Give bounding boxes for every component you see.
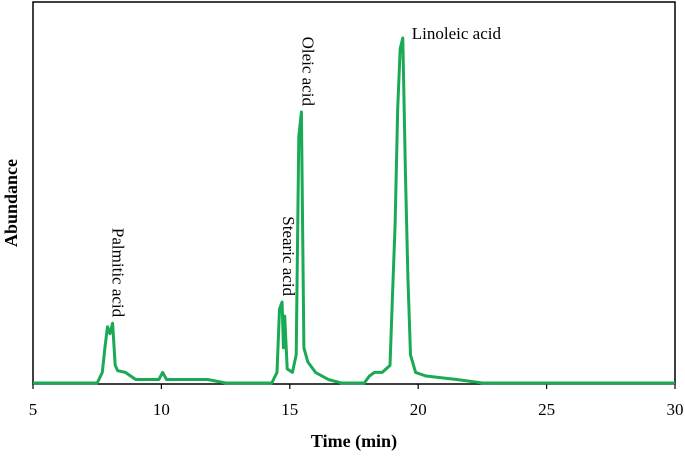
- x-axis: 5 10 15 20 25 30: [29, 384, 684, 419]
- peak-label: Oleic acid: [298, 37, 317, 107]
- y-axis-title: Abundance: [1, 159, 21, 247]
- peak-label: Palmitic acid: [108, 228, 127, 318]
- peak-label: Stearic acid: [279, 216, 298, 296]
- x-tick-label: 20: [410, 400, 427, 419]
- chromatogram-line: [33, 36, 675, 385]
- x-tick-label: 15: [281, 400, 298, 419]
- peak-annotations: Palmitic acid Stearic acid Oleic acid Linol…: [108, 24, 501, 318]
- x-axis-title: Time (min): [311, 431, 397, 452]
- x-tick-label: 25: [538, 400, 555, 419]
- peak-label: Linoleic acid: [412, 24, 502, 43]
- plot-area-frame: [32, 1, 676, 385]
- x-tick-label: 30: [667, 400, 684, 419]
- x-tick-label: 5: [29, 400, 38, 419]
- x-tick-label: 10: [153, 400, 170, 419]
